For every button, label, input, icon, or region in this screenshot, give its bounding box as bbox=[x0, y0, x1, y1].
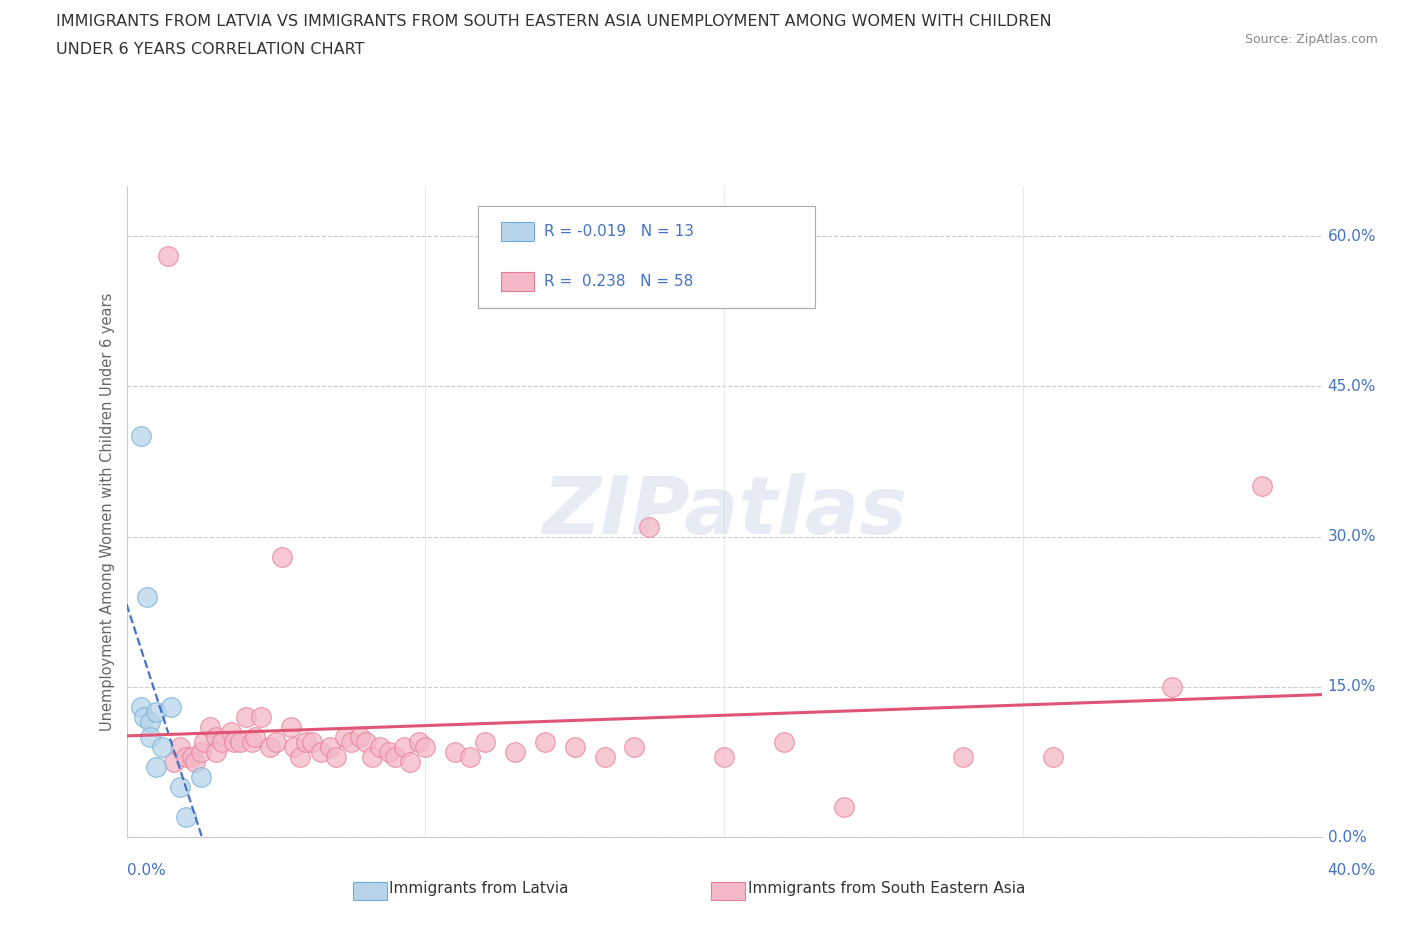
Text: R =  0.238   N = 58: R = 0.238 N = 58 bbox=[544, 274, 693, 289]
Point bbox=[339, 735, 361, 750]
Text: Immigrants from South Eastern Asia: Immigrants from South Eastern Asia bbox=[748, 881, 1025, 896]
Point bbox=[564, 739, 586, 754]
Point bbox=[190, 769, 212, 784]
Point bbox=[235, 710, 257, 724]
Text: 40.0%: 40.0% bbox=[1327, 863, 1376, 878]
Point bbox=[160, 699, 183, 714]
Text: 0.0%: 0.0% bbox=[1327, 830, 1367, 844]
Point bbox=[360, 750, 382, 764]
Text: 15.0%: 15.0% bbox=[1327, 679, 1376, 695]
Text: 45.0%: 45.0% bbox=[1327, 379, 1376, 393]
Point bbox=[152, 739, 174, 754]
Point bbox=[136, 590, 159, 604]
Text: Immigrants from Latvia: Immigrants from Latvia bbox=[389, 881, 569, 896]
Point bbox=[408, 735, 430, 750]
Point bbox=[240, 735, 263, 750]
Point bbox=[378, 744, 401, 759]
Point bbox=[145, 760, 167, 775]
Point bbox=[157, 248, 180, 263]
Text: Source: ZipAtlas.com: Source: ZipAtlas.com bbox=[1244, 33, 1378, 46]
Point bbox=[222, 735, 246, 750]
Text: ZIPatlas: ZIPatlas bbox=[541, 472, 907, 551]
Point bbox=[174, 809, 197, 824]
Point bbox=[211, 735, 233, 750]
Text: IMMIGRANTS FROM LATVIA VS IMMIGRANTS FROM SOUTH EASTERN ASIA UNEMPLOYMENT AMONG : IMMIGRANTS FROM LATVIA VS IMMIGRANTS FRO… bbox=[56, 14, 1052, 29]
Point bbox=[370, 739, 392, 754]
Point bbox=[349, 729, 371, 744]
Point bbox=[174, 750, 197, 764]
Point bbox=[623, 739, 645, 754]
Point bbox=[163, 754, 186, 769]
Point bbox=[270, 549, 294, 564]
Point bbox=[169, 779, 191, 794]
Point bbox=[229, 735, 252, 750]
Point bbox=[145, 704, 167, 719]
Point bbox=[325, 750, 347, 764]
Point bbox=[593, 750, 616, 764]
Point bbox=[131, 699, 153, 714]
Point bbox=[131, 429, 153, 444]
Point bbox=[288, 750, 311, 764]
Point bbox=[190, 744, 212, 759]
Point bbox=[399, 754, 422, 769]
Point bbox=[205, 729, 228, 744]
Point bbox=[200, 720, 222, 735]
Point bbox=[283, 739, 305, 754]
Text: 30.0%: 30.0% bbox=[1327, 529, 1376, 544]
Point bbox=[134, 710, 156, 724]
Point bbox=[193, 735, 215, 750]
Point bbox=[184, 754, 207, 769]
Point bbox=[139, 714, 162, 729]
Point bbox=[503, 744, 526, 759]
Point bbox=[259, 739, 281, 754]
Point bbox=[219, 724, 242, 739]
Point bbox=[474, 735, 496, 750]
Point bbox=[415, 739, 437, 754]
Text: R = -0.019   N = 13: R = -0.019 N = 13 bbox=[544, 224, 695, 239]
Point bbox=[309, 744, 332, 759]
Point bbox=[318, 739, 342, 754]
Point bbox=[773, 735, 796, 750]
Text: UNDER 6 YEARS CORRELATION CHART: UNDER 6 YEARS CORRELATION CHART bbox=[56, 42, 364, 57]
Text: 60.0%: 60.0% bbox=[1327, 229, 1376, 244]
Point bbox=[205, 744, 228, 759]
Point bbox=[1251, 479, 1274, 494]
Point bbox=[638, 519, 661, 534]
Point bbox=[139, 729, 162, 744]
Point bbox=[301, 735, 323, 750]
Point bbox=[444, 744, 467, 759]
Point bbox=[264, 735, 287, 750]
Point bbox=[280, 720, 302, 735]
Y-axis label: Unemployment Among Women with Children Under 6 years: Unemployment Among Women with Children U… bbox=[100, 292, 115, 731]
Point bbox=[384, 750, 406, 764]
Point bbox=[713, 750, 735, 764]
Point bbox=[354, 735, 377, 750]
Point bbox=[1161, 679, 1184, 694]
Point bbox=[243, 729, 266, 744]
Point bbox=[952, 750, 974, 764]
Point bbox=[832, 800, 855, 815]
Point bbox=[169, 739, 191, 754]
Point bbox=[1042, 750, 1064, 764]
Point bbox=[458, 750, 481, 764]
Point bbox=[181, 750, 204, 764]
Point bbox=[534, 735, 557, 750]
Point bbox=[250, 710, 273, 724]
Point bbox=[333, 729, 356, 744]
Point bbox=[394, 739, 416, 754]
Point bbox=[294, 735, 316, 750]
Text: 0.0%: 0.0% bbox=[127, 863, 166, 878]
